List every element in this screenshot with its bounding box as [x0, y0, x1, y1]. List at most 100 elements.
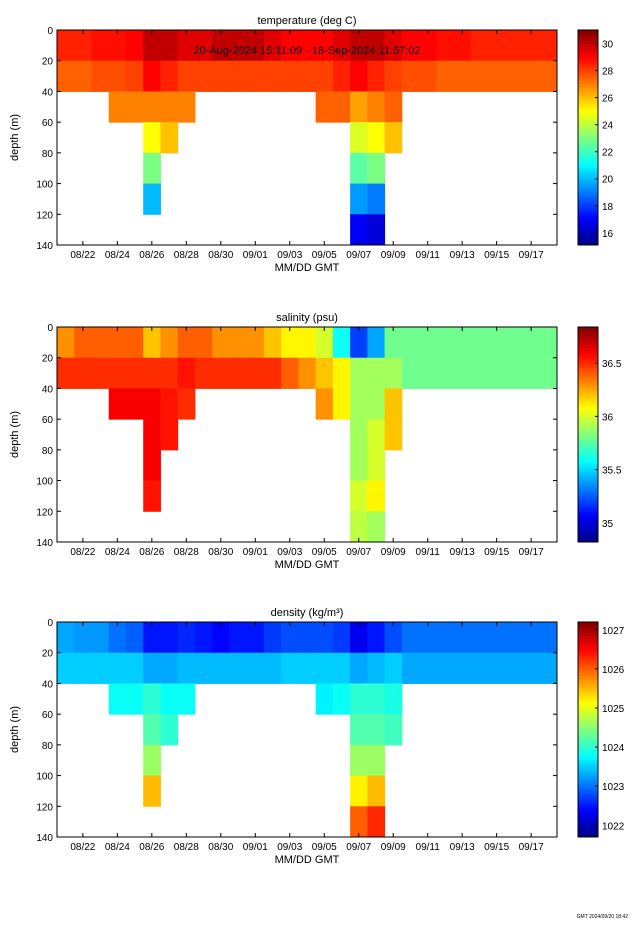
colorbar-step — [578, 789, 598, 794]
cell — [453, 327, 472, 359]
colorbar-step — [578, 447, 598, 452]
colorbar-tick-label: 1026 — [602, 665, 625, 676]
colorbar-step — [578, 501, 598, 506]
colorbar-step — [578, 625, 598, 630]
cell — [539, 30, 558, 62]
y-tick-label: 20 — [42, 57, 54, 68]
colorbar-step — [578, 110, 598, 115]
colorbar-tick-label: 35 — [602, 519, 614, 530]
colorbar-step — [578, 665, 598, 670]
cell — [384, 419, 403, 451]
cell — [419, 30, 437, 62]
colorbar-step — [578, 441, 598, 446]
colorbar-step — [578, 97, 598, 102]
cell — [229, 327, 248, 359]
colorbar-step — [578, 343, 598, 348]
cell — [315, 30, 334, 62]
colorbar-step — [578, 60, 598, 65]
cell — [401, 652, 420, 684]
colorbar-step — [578, 823, 598, 828]
colorbar-step — [578, 177, 598, 182]
colorbar-step — [578, 739, 598, 744]
colorbar-step — [578, 241, 598, 246]
cell — [143, 622, 161, 654]
cell — [539, 60, 558, 92]
cell — [419, 357, 437, 389]
x-tick-label: 08/30 — [208, 842, 233, 853]
cell — [125, 357, 144, 389]
colorbar-step — [578, 87, 598, 91]
cell — [108, 357, 127, 389]
colorbar-step — [578, 538, 598, 543]
cell — [194, 622, 213, 654]
x-tick-label: 08/24 — [105, 842, 130, 853]
cell — [108, 388, 127, 420]
cell — [108, 622, 127, 654]
cell — [350, 122, 368, 154]
colorbar-step — [578, 468, 598, 472]
colorbar-step — [578, 451, 598, 456]
cell — [160, 388, 179, 420]
cell — [177, 327, 196, 359]
cell — [367, 511, 386, 543]
colorbar-step — [578, 93, 598, 98]
x-tick-label: 08/22 — [70, 547, 95, 558]
cell — [384, 683, 403, 715]
colorbar-step — [578, 363, 598, 368]
footer: GMT 2024/09/20 18:42 — [577, 914, 629, 920]
colorbar-step — [578, 144, 598, 149]
colorbar-step — [578, 181, 598, 186]
cell — [246, 652, 265, 684]
colorbar-step — [578, 498, 598, 503]
cell — [143, 714, 161, 746]
colorbar-step — [578, 692, 598, 697]
cell — [384, 357, 403, 389]
colorbar-step — [578, 30, 598, 34]
colorbar-step — [578, 474, 598, 479]
y-tick-label: 40 — [42, 384, 54, 395]
cell — [522, 327, 541, 359]
colorbar-step — [578, 184, 598, 189]
colorbar-step — [578, 50, 598, 55]
x-tick-label: 08/28 — [174, 547, 199, 558]
colorbar-step — [578, 434, 598, 439]
colorbar-frame — [577, 29, 599, 246]
colorbar-frame — [577, 621, 599, 838]
cell — [315, 652, 334, 684]
colorbar-step — [578, 73, 598, 78]
y-tick-label: 20 — [42, 354, 54, 365]
cell — [419, 622, 437, 654]
cell — [91, 357, 110, 389]
colorbar-step — [578, 197, 598, 202]
x-tick-label: 09/17 — [519, 547, 544, 558]
colorbar-step — [578, 134, 598, 138]
colorbar-step — [578, 800, 598, 804]
cell — [367, 652, 386, 684]
colorbar-step — [578, 806, 598, 811]
cell — [384, 91, 403, 123]
y-axis-label: depth (m) — [9, 411, 21, 458]
colorbar-step — [578, 461, 598, 466]
colorbar-step — [578, 776, 598, 781]
colorbar-step — [578, 407, 598, 412]
colorbar-step — [578, 137, 598, 142]
x-tick-label: 09/13 — [450, 250, 475, 261]
cell — [522, 60, 541, 92]
colorbar-step — [578, 66, 598, 71]
cell — [108, 30, 127, 62]
cell — [263, 60, 282, 92]
cell — [57, 652, 75, 684]
cell — [160, 714, 179, 746]
cell — [74, 60, 92, 92]
x-tick-label: 09/05 — [312, 547, 337, 558]
cell — [367, 714, 386, 746]
cell — [212, 327, 230, 359]
cell — [143, 683, 161, 715]
cell — [332, 327, 351, 359]
x-tick-label: 09/01 — [243, 250, 268, 261]
x-tick-label: 08/28 — [174, 842, 199, 853]
cell — [470, 60, 489, 92]
cell — [350, 622, 368, 654]
y-axis-label: depth (m) — [9, 114, 21, 161]
colorbar-step — [578, 147, 598, 152]
